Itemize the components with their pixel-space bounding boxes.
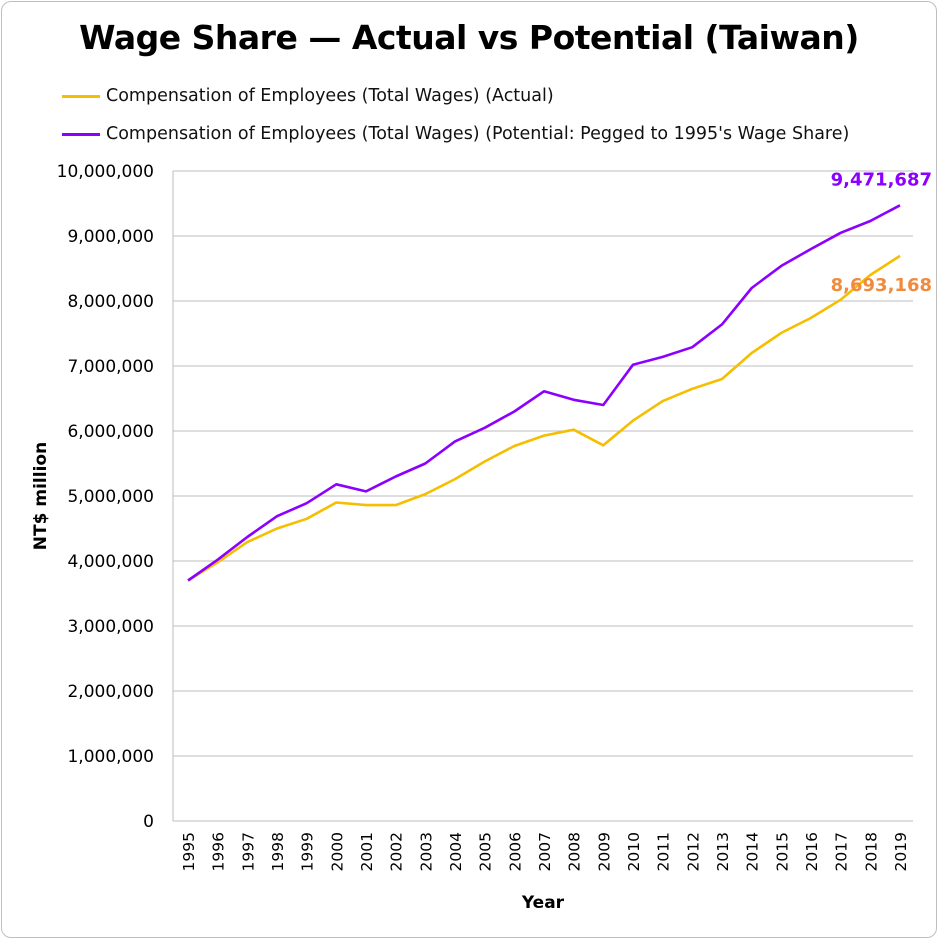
x-tick-label: 2002 xyxy=(388,832,406,871)
y-tick-label: 2,000,000 xyxy=(67,682,154,702)
x-tick-label: 1998 xyxy=(269,832,287,871)
legend-swatch-potential xyxy=(62,132,100,136)
series-lines xyxy=(187,204,901,582)
chart-title: Wage Share — Actual vs Potential (Taiwan… xyxy=(79,18,859,57)
x-tick-label: 2010 xyxy=(625,832,643,871)
x-tick-label: 2013 xyxy=(714,832,732,871)
x-tick-label: 2016 xyxy=(803,832,821,871)
legend-item-actual: Compensation of Employees (Total Wages) … xyxy=(62,86,554,106)
x-tick-label: 2011 xyxy=(655,832,673,871)
x-tick-label: 2012 xyxy=(684,832,702,871)
x-tick-label: 2005 xyxy=(477,832,495,871)
legend-label-actual: Compensation of Employees (Total Wages) … xyxy=(106,86,554,106)
y-tick-label: 10,000,000 xyxy=(57,162,154,182)
gridlines xyxy=(172,170,913,822)
x-tick-label: 2015 xyxy=(773,832,791,871)
y-tick-label: 6,000,000 xyxy=(67,422,154,442)
y-tick-label: 0 xyxy=(143,812,154,832)
legend-label-potential: Compensation of Employees (Total Wages) … xyxy=(106,124,850,144)
x-tick-label: 2007 xyxy=(536,832,554,871)
x-tick-label: 1997 xyxy=(239,832,257,871)
y-tick-label: 5,000,000 xyxy=(67,487,154,507)
y-axis-tick-labels: 0 1,000,000 2,000,000 3,000,000 4,000,000 5,0… xyxy=(57,162,154,832)
x-tick-label: 2009 xyxy=(595,832,613,871)
x-tick-label: 1995 xyxy=(180,832,198,871)
series-line-potential xyxy=(187,204,901,582)
y-tick-label: 9,000,000 xyxy=(67,227,154,247)
x-tick-label: 2008 xyxy=(566,832,584,871)
legend-item-potential: Compensation of Employees (Total Wages) … xyxy=(62,124,849,144)
y-tick-label: 8,000,000 xyxy=(67,292,154,312)
y-tick-label: 3,000,000 xyxy=(67,617,154,637)
x-axis-tick-labels: 1995 1996 1997 1998 1999 2000 2001 2002 2003 2004… xyxy=(180,832,910,871)
x-tick-label: 2014 xyxy=(744,832,762,871)
y-tick-label: 7,000,000 xyxy=(67,357,154,377)
y-tick-label: 4,000,000 xyxy=(67,552,154,572)
end-label-potential: 9,471,687 xyxy=(831,169,932,190)
y-axis-title: NT$ million xyxy=(31,442,51,550)
x-tick-label: 2004 xyxy=(447,832,465,871)
x-tick-label: 1996 xyxy=(210,832,228,871)
x-tick-label: 2017 xyxy=(833,832,851,871)
x-axis-title: Year xyxy=(521,893,565,913)
x-tick-label: 2006 xyxy=(506,832,524,871)
x-tick-label: 2000 xyxy=(328,832,346,871)
series-line-actual xyxy=(187,254,901,582)
x-tick-label: 2001 xyxy=(358,832,376,871)
x-tick-label: 1999 xyxy=(299,832,317,871)
end-label-actual: 8,693,168 xyxy=(831,275,932,296)
x-tick-label: 2019 xyxy=(892,832,910,871)
y-tick-label: 1,000,000 xyxy=(67,747,154,767)
legend-swatch-actual xyxy=(62,94,100,98)
end-value-labels: 9,471,687 8,693,168 xyxy=(831,169,932,296)
x-tick-label: 2018 xyxy=(862,832,880,871)
x-tick-label: 2003 xyxy=(417,832,435,871)
